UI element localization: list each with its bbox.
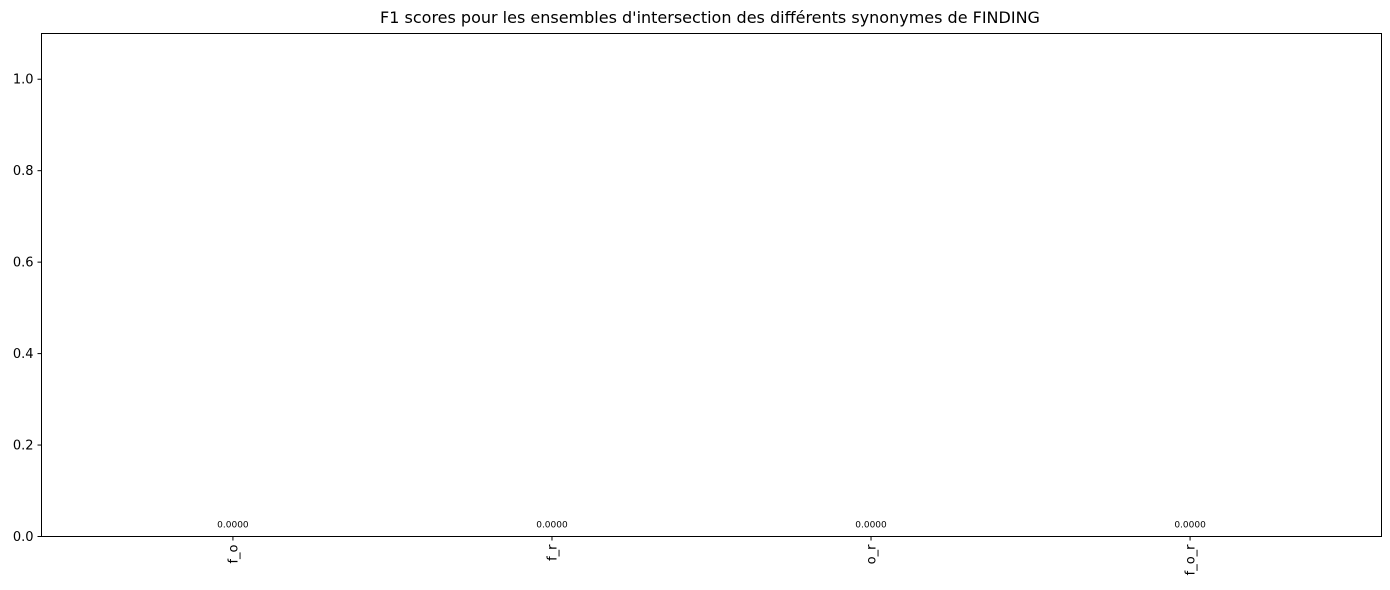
y-tick-label-0.2: 0.2 — [13, 439, 34, 454]
data-labels-group: 0.0000 0.0000 0.0000 0.0000 — [217, 521, 1206, 531]
data-label-f_r: 0.0000 — [536, 521, 568, 531]
x-tick-label-f_o_r: f_o_r — [1184, 544, 1199, 576]
x-tick-label-f_o: f_o — [226, 544, 241, 563]
chart-title: F1 scores pour les ensembles d'intersect… — [380, 8, 1040, 27]
x-tick-label-f_r: f_r — [545, 544, 560, 561]
y-axis: 0.0 0.2 0.4 0.6 0.8 1.0 — [13, 73, 42, 545]
y-tick-label-1.0: 1.0 — [13, 73, 34, 88]
y-tick-label-0.6: 0.6 — [13, 256, 34, 271]
y-tick-label-0.0: 0.0 — [13, 530, 34, 545]
data-label-f_o_r: 0.0000 — [1174, 521, 1206, 531]
x-axis: f_o f_r o_r f_o_r — [226, 536, 1199, 576]
data-label-f_o: 0.0000 — [217, 521, 249, 531]
data-label-o_r: 0.0000 — [855, 521, 887, 531]
plot-frame — [41, 33, 1382, 537]
x-tick-label-o_r: o_r — [865, 544, 880, 564]
y-tick-label-0.8: 0.8 — [13, 164, 34, 179]
y-tick-label-0.4: 0.4 — [13, 347, 34, 362]
